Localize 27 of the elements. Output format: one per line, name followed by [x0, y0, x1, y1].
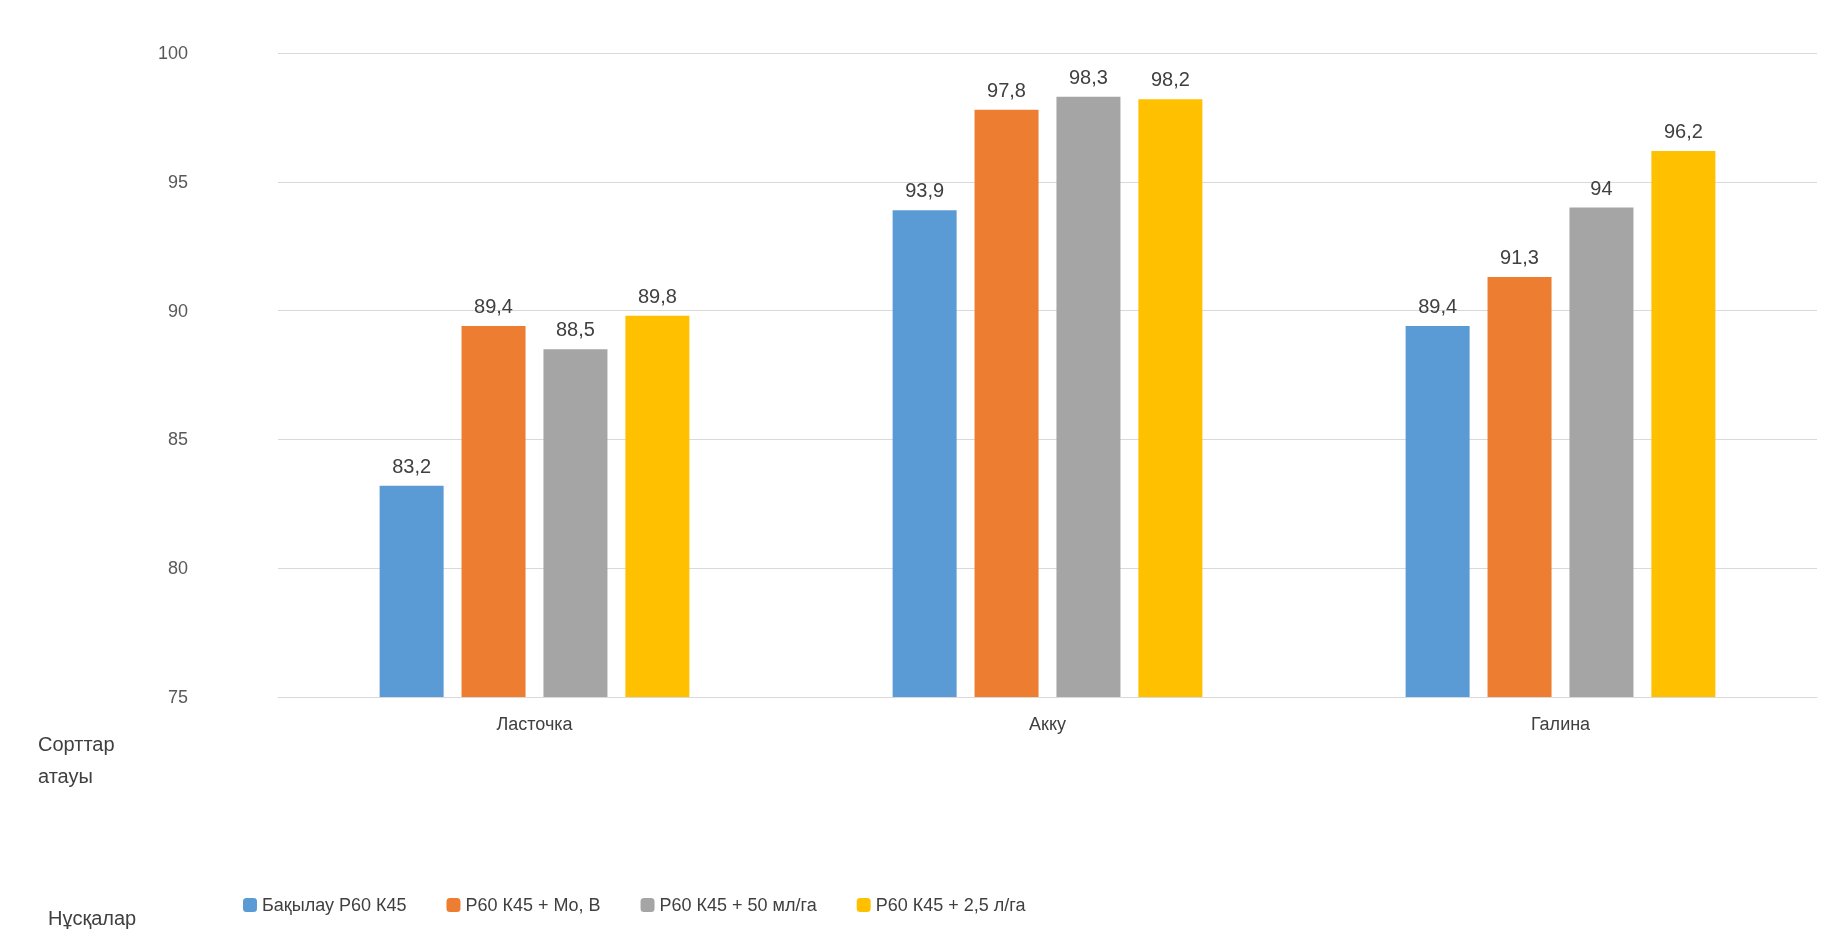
data-label: 93,9 — [905, 179, 945, 202]
y-tick-label: 85 — [167, 429, 188, 450]
legend-label: Р60 К45 + 50 мл/га — [659, 895, 818, 915]
data-label: 89,4 — [474, 295, 514, 318]
data-label: 88,5 — [555, 318, 595, 341]
legend-label: Бақылау Р60 К45 — [262, 895, 407, 915]
y-tick-label: 80 — [167, 558, 188, 579]
x-axis-title: Сорттар атауы — [38, 733, 115, 787]
y-tick-label: 75 — [167, 687, 188, 707]
data-label: 94 — [1590, 176, 1613, 199]
data-label: 89,8 — [637, 284, 677, 307]
data-label: 98,2 — [1150, 68, 1190, 91]
data-label: 97,8 — [987, 78, 1027, 101]
legend-title: Нұсқалар — [48, 907, 137, 929]
data-label: 98,3 — [1068, 65, 1108, 88]
data-label: 83,2 — [392, 454, 432, 477]
legend-label: Р60 К45 + 2,5 л/га — [875, 895, 1027, 915]
x-tick-label: Галина — [1530, 714, 1592, 734]
legend-label: Р60 К45 + Mo, B — [465, 895, 601, 915]
data-label: 96,2 — [1663, 119, 1703, 142]
y-tick-label: 100 — [157, 43, 188, 63]
data-label: 91,3 — [1500, 246, 1540, 269]
data-label: 89,4 — [1418, 295, 1458, 318]
x-tick-label: Ласточка — [496, 714, 574, 734]
y-tick-label: 95 — [167, 171, 188, 192]
y-tick-label: 90 — [167, 300, 188, 321]
x-tick-label: Акку — [1029, 714, 1066, 734]
